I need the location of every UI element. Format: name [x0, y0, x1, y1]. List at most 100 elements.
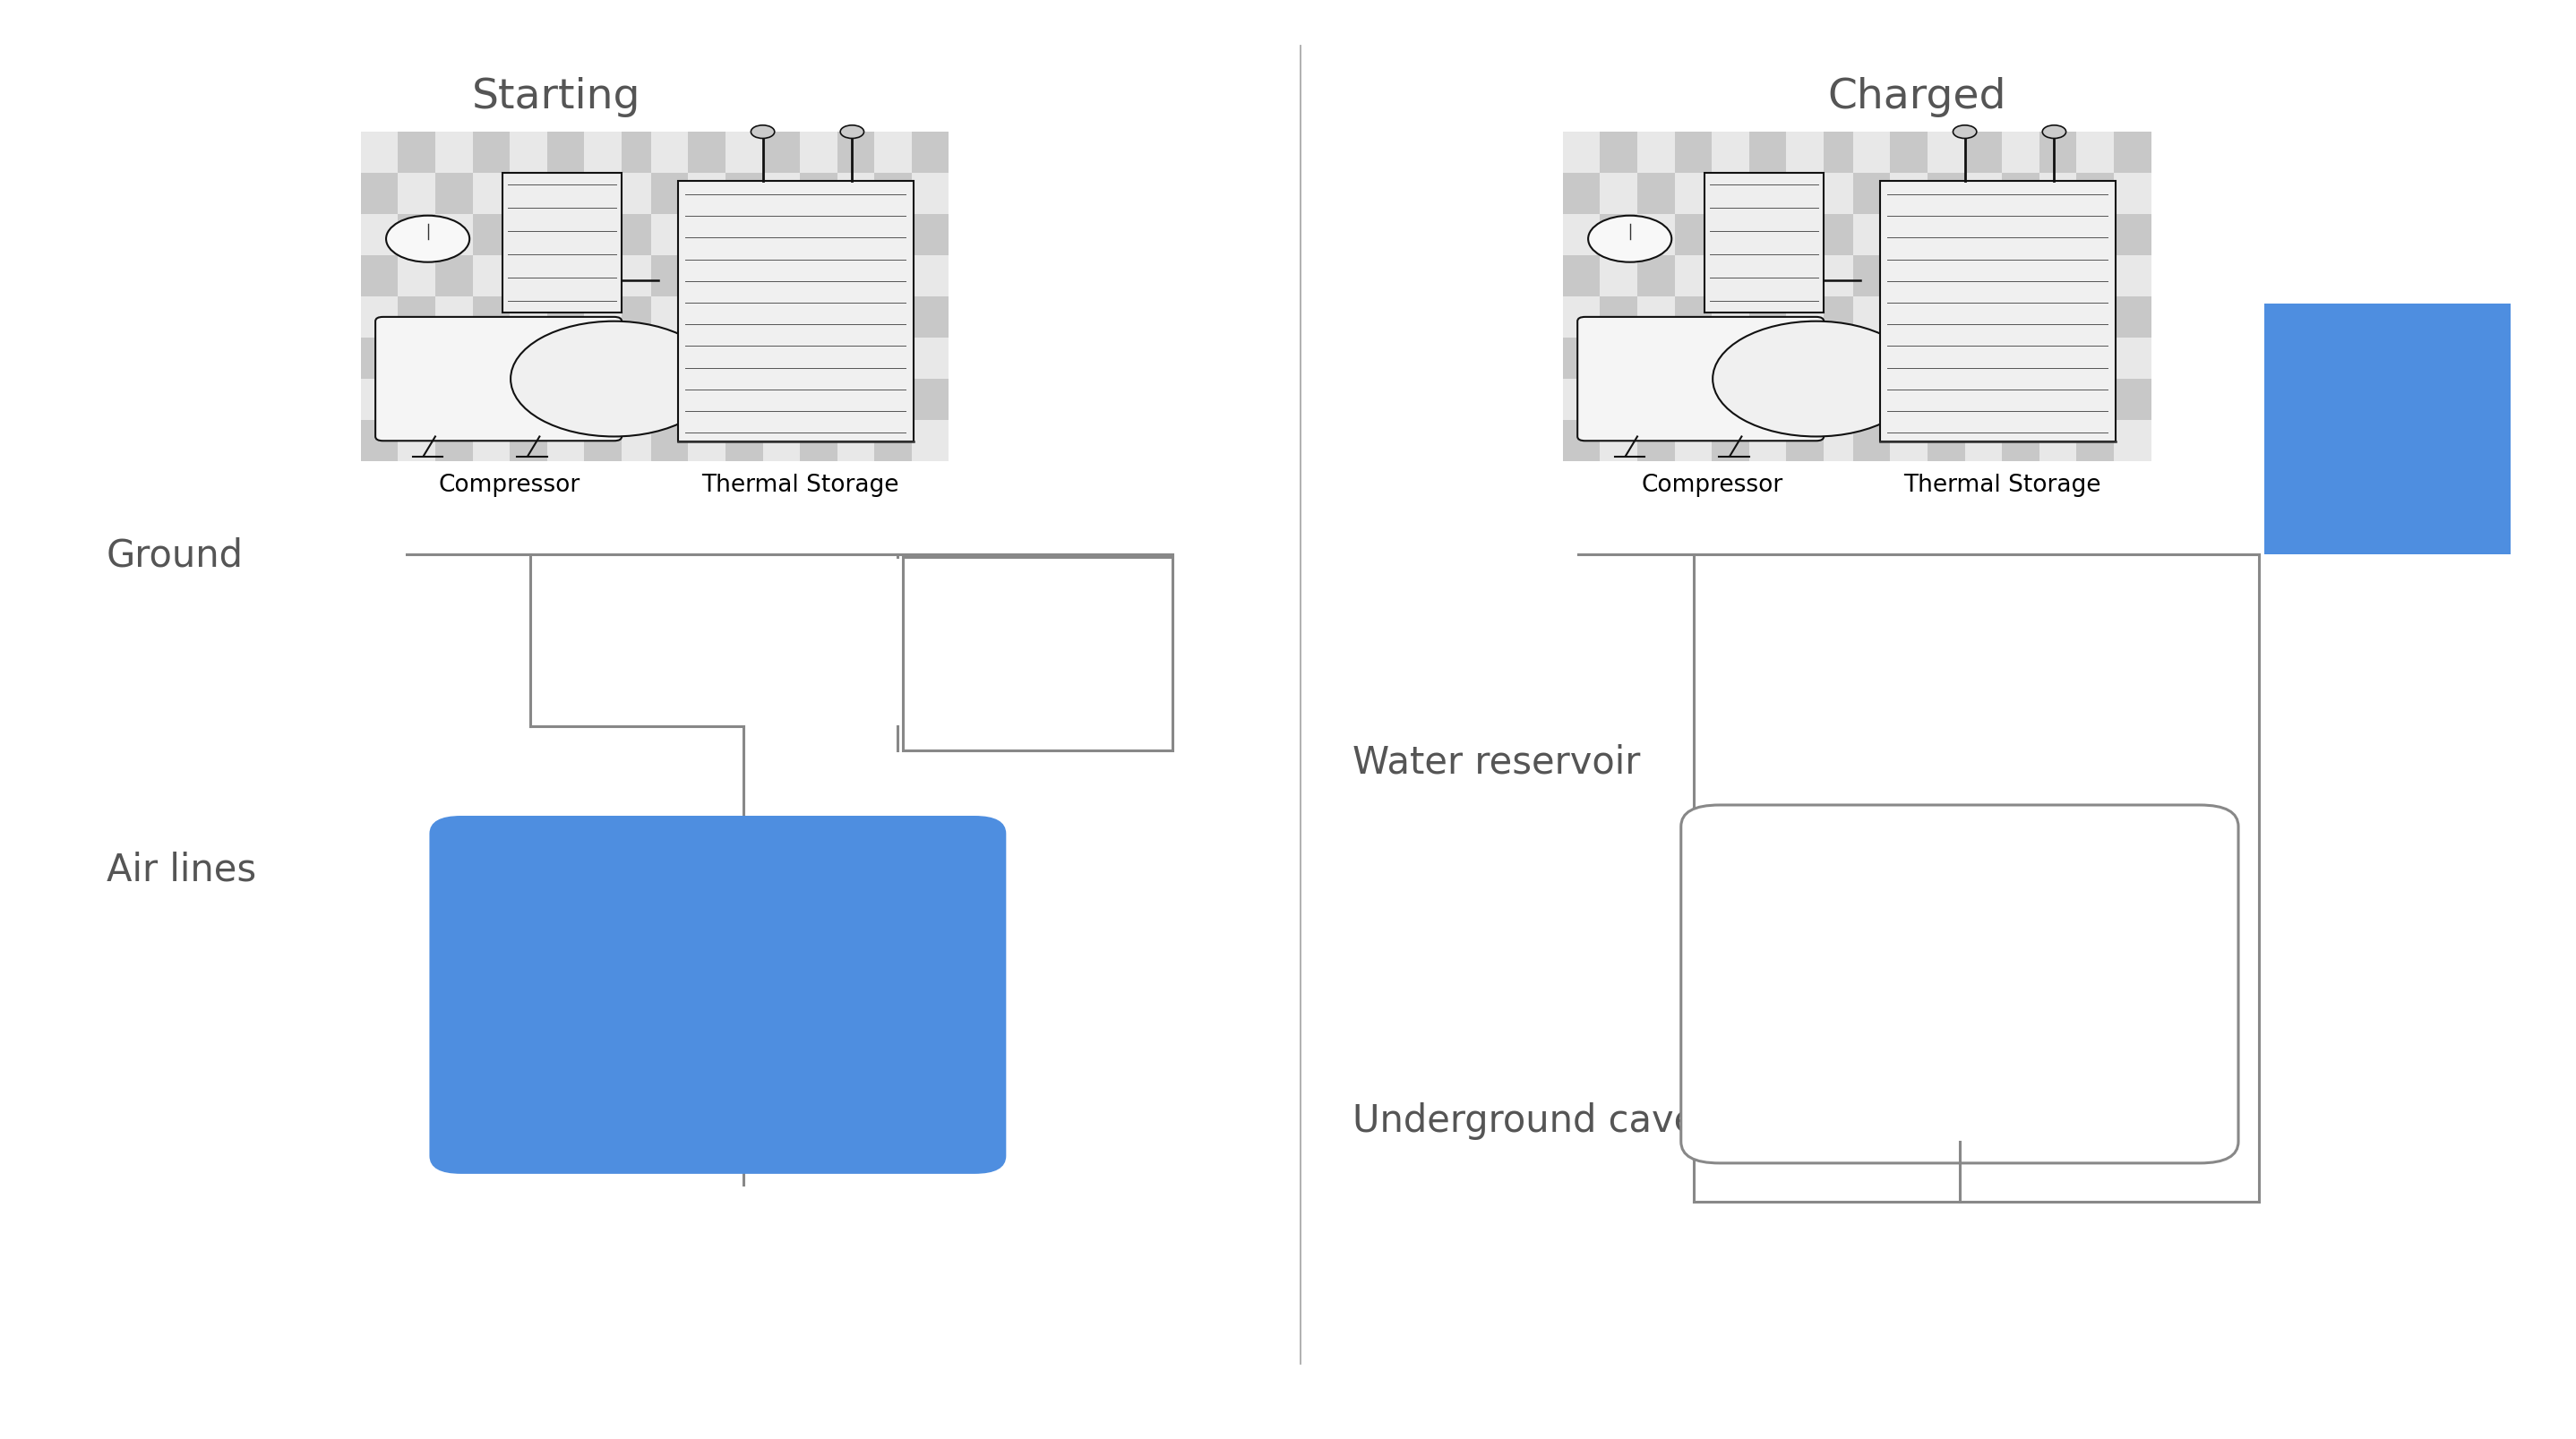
Bar [2115, 256, 2151, 298]
Bar [912, 380, 948, 420]
Circle shape [1953, 127, 1976, 140]
Bar [502, 174, 621, 314]
Bar [873, 338, 912, 380]
Bar [435, 174, 471, 214]
Bar [873, 132, 912, 174]
Bar [1713, 338, 1749, 380]
Bar [1564, 174, 1600, 214]
Bar [1927, 256, 1965, 298]
Bar [471, 174, 510, 214]
Bar [726, 256, 762, 298]
Bar [873, 380, 912, 420]
Bar [837, 174, 873, 214]
Bar [399, 132, 435, 174]
Bar [1713, 298, 1749, 338]
Bar [801, 380, 837, 420]
Bar [1674, 338, 1713, 380]
Bar [435, 338, 471, 380]
Bar [688, 256, 726, 298]
Bar [1674, 214, 1713, 256]
Bar [1927, 214, 1965, 256]
Bar [510, 132, 546, 174]
Bar [1564, 338, 1600, 380]
Bar [1785, 380, 1824, 420]
Bar [1638, 338, 1674, 380]
Bar [1965, 256, 2002, 298]
Bar [471, 298, 510, 338]
Bar [677, 181, 914, 442]
Bar [399, 174, 435, 214]
Bar [585, 380, 621, 420]
Bar [688, 174, 726, 214]
Bar [1965, 380, 2002, 420]
Bar [1785, 174, 1824, 214]
Bar [621, 214, 659, 256]
Bar [1965, 420, 2002, 462]
Bar [2040, 380, 2076, 420]
Bar [726, 380, 762, 420]
Bar [2076, 174, 2115, 214]
Bar [1713, 214, 1749, 256]
Bar [2115, 420, 2151, 462]
Bar [621, 256, 659, 298]
Circle shape [2043, 127, 2066, 140]
Bar [1852, 420, 1891, 462]
Bar [1852, 338, 1891, 380]
Bar [1638, 174, 1674, 214]
Bar [1852, 380, 1891, 420]
Bar [1927, 174, 1965, 214]
Bar [1891, 380, 1927, 420]
Bar [1891, 214, 1927, 256]
Bar [1749, 256, 1785, 298]
Bar [1785, 214, 1824, 256]
Bar [546, 132, 585, 174]
Bar [1564, 214, 1600, 256]
Bar [2040, 256, 2076, 298]
Bar [801, 174, 837, 214]
Bar [2002, 298, 2040, 338]
Bar [801, 256, 837, 298]
Bar [1891, 420, 1927, 462]
Bar [837, 338, 873, 380]
Bar [801, 298, 837, 338]
Bar [1600, 174, 1638, 214]
Bar [688, 380, 726, 420]
Bar [546, 338, 585, 380]
Bar [510, 256, 546, 298]
Bar [471, 420, 510, 462]
Bar [2115, 380, 2151, 420]
Bar [873, 174, 912, 214]
Bar [912, 174, 948, 214]
Bar [1785, 420, 1824, 462]
Bar [471, 214, 510, 256]
Bar [1713, 132, 1749, 174]
Bar [873, 214, 912, 256]
Bar [585, 298, 621, 338]
Bar [399, 338, 435, 380]
Bar [471, 380, 510, 420]
Bar [1852, 256, 1891, 298]
Bar [1749, 174, 1785, 214]
Bar [1749, 420, 1785, 462]
Bar [1852, 214, 1891, 256]
Bar [1749, 380, 1785, 420]
Bar [435, 132, 471, 174]
Bar [2115, 174, 2151, 214]
Bar [688, 132, 726, 174]
Bar [2040, 132, 2076, 174]
Bar [1564, 420, 1600, 462]
Bar [2040, 338, 2076, 380]
Bar [471, 132, 510, 174]
Bar [762, 256, 801, 298]
Bar [1600, 380, 1638, 420]
Bar [1785, 338, 1824, 380]
Bar [1824, 420, 1860, 462]
Bar [2040, 420, 2076, 462]
Bar [2002, 214, 2040, 256]
Bar [762, 338, 801, 380]
Bar [1965, 214, 2002, 256]
Bar [873, 298, 912, 338]
Bar [435, 420, 471, 462]
Bar [399, 256, 435, 298]
Text: Underground cavern: Underground cavern [1352, 1101, 1734, 1140]
